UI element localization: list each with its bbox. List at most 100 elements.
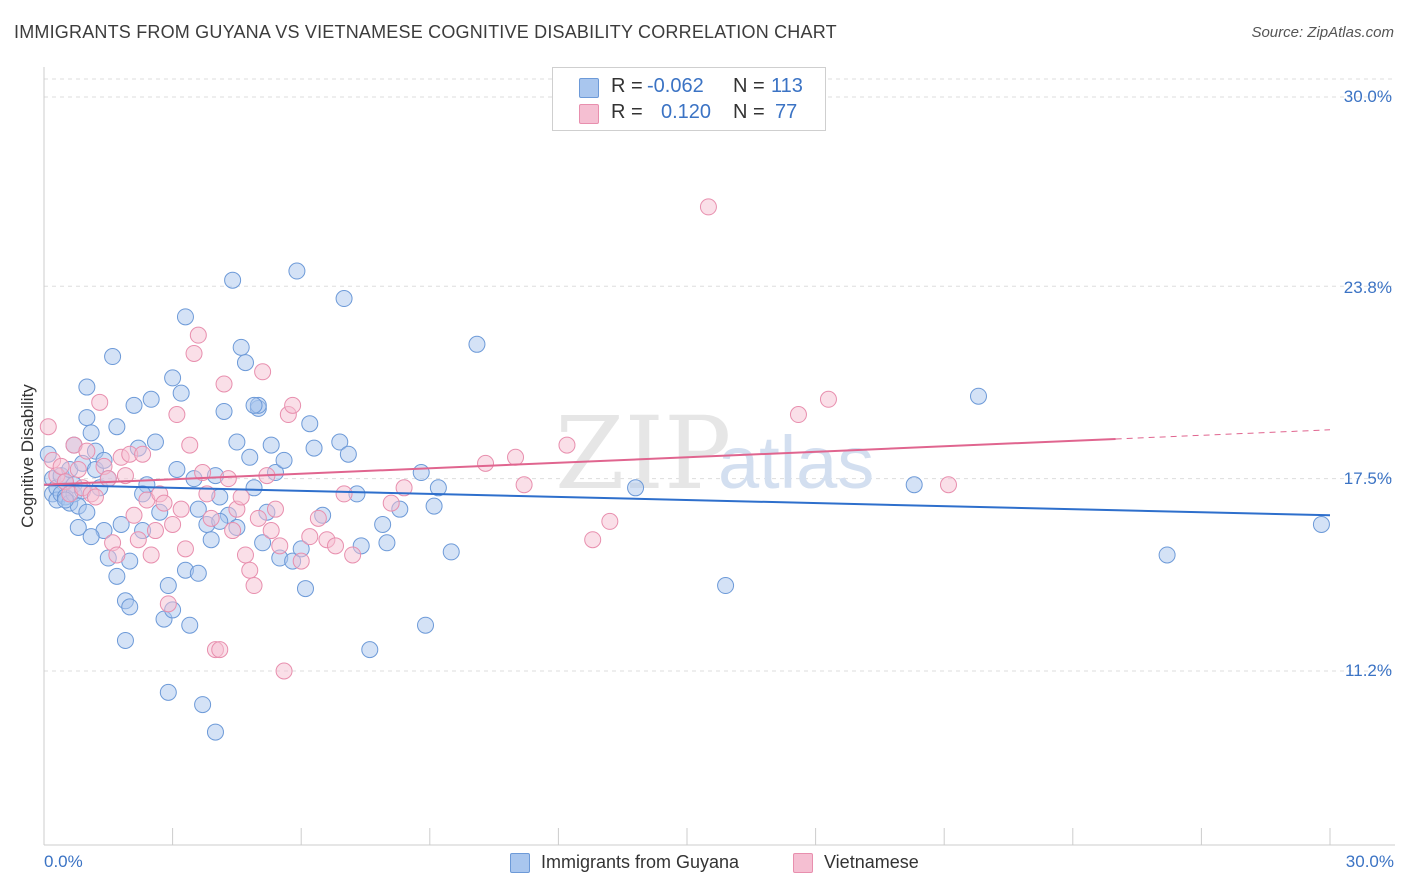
data-point-vietnamese	[271, 537, 289, 555]
legend-r-label: R =	[611, 75, 643, 97]
data-point-guyana	[245, 396, 263, 414]
bottom-legend-vietnamese: Vietnamese	[824, 852, 919, 872]
data-point-guyana	[159, 683, 177, 701]
source-label: Source: ZipAtlas.com	[1251, 24, 1394, 41]
data-point-guyana	[241, 448, 259, 466]
data-point-vietnamese	[99, 470, 117, 488]
data-point-guyana	[168, 460, 186, 478]
data-point-guyana	[125, 396, 143, 414]
data-point-vietnamese	[134, 445, 152, 463]
data-point-vietnamese	[601, 512, 619, 530]
data-point-guyana	[202, 531, 220, 549]
data-point-guyana	[172, 384, 190, 402]
data-point-guyana	[108, 567, 126, 585]
data-point-vietnamese	[69, 460, 87, 478]
data-point-guyana	[331, 433, 349, 451]
data-point-guyana	[78, 409, 96, 427]
data-point-vietnamese	[309, 509, 327, 527]
data-point-guyana	[189, 500, 207, 518]
data-point-vietnamese	[125, 506, 143, 524]
data-point-vietnamese	[515, 476, 533, 494]
data-point-vietnamese	[241, 561, 259, 579]
data-point-vietnamese	[211, 641, 229, 659]
data-point-guyana	[288, 262, 306, 280]
data-point-vietnamese	[236, 546, 254, 564]
data-point-guyana	[146, 433, 164, 451]
data-point-guyana	[104, 348, 122, 366]
chart-title: IMMIGRANTS FROM GUYANA VS VIETNAMESE COG…	[14, 22, 837, 42]
data-point-vietnamese	[189, 326, 207, 344]
data-point-guyana	[194, 696, 212, 714]
data-point-guyana	[112, 515, 130, 533]
data-point-vietnamese	[172, 500, 190, 518]
data-point-guyana	[296, 580, 314, 598]
data-point-guyana	[969, 387, 987, 405]
data-point-guyana	[69, 519, 87, 536]
legend-box: R = -0.062 N = 113 R = 0.120 N = 77	[552, 67, 826, 131]
trend-line-guyana	[43, 483, 1331, 517]
data-point-guyana	[228, 433, 246, 451]
data-point-guyana	[417, 616, 435, 634]
data-point-guyana	[224, 271, 242, 289]
data-point-vietnamese	[292, 552, 310, 570]
data-point-guyana	[121, 598, 139, 616]
data-point-vietnamese	[52, 457, 70, 475]
trend-line-vietnamese	[43, 437, 1116, 486]
legend-swatch-blue	[579, 78, 599, 98]
data-point-guyana	[78, 503, 96, 521]
data-point-guyana	[335, 290, 353, 308]
legend-n-value: 113	[771, 75, 803, 97]
legend-swatch-pink	[579, 104, 599, 124]
data-point-vietnamese	[159, 595, 177, 613]
data-point-vietnamese	[219, 470, 237, 488]
data-point-vietnamese	[176, 540, 194, 558]
data-point-vietnamese	[284, 396, 302, 414]
data-point-guyana	[176, 308, 194, 326]
data-point-guyana	[142, 390, 160, 408]
data-point-vietnamese	[699, 198, 717, 216]
data-point-guyana	[301, 415, 319, 433]
data-point-guyana	[236, 354, 254, 372]
data-point-guyana	[262, 436, 280, 454]
data-point-vietnamese	[395, 479, 413, 497]
data-point-vietnamese	[129, 531, 147, 549]
data-point-vietnamese	[146, 522, 164, 540]
data-point-guyana	[159, 577, 177, 595]
legend-row-vietnamese: R = 0.120 N = 77	[553, 101, 825, 127]
data-point-guyana	[468, 335, 486, 353]
data-point-vietnamese	[202, 509, 220, 527]
data-point-vietnamese	[335, 485, 353, 503]
data-point-vietnamese	[584, 531, 602, 549]
y-tick-label: 30.0%	[1343, 87, 1392, 106]
data-point-vietnamese	[344, 546, 362, 564]
data-point-guyana	[361, 641, 379, 659]
legend-r-value: 0.120	[661, 101, 712, 123]
data-point-vietnamese	[181, 436, 199, 454]
data-point-vietnamese	[194, 464, 212, 482]
x-axis-ticks	[43, 828, 1331, 845]
data-point-vietnamese	[185, 344, 203, 362]
data-point-guyana	[717, 577, 735, 595]
data-point-guyana	[232, 338, 250, 356]
data-point-vietnamese	[142, 546, 160, 564]
bottom-legend-swatch-blue	[510, 853, 530, 873]
data-point-guyana	[108, 418, 126, 436]
data-point-vietnamese	[249, 509, 267, 527]
data-point-vietnamese	[254, 363, 272, 381]
data-point-guyana	[206, 723, 224, 741]
data-point-guyana	[627, 479, 645, 497]
data-point-vietnamese	[39, 418, 57, 436]
data-point-guyana	[374, 515, 392, 533]
data-point-vietnamese	[86, 488, 104, 506]
x-tick-label: 30.0%	[1345, 852, 1394, 871]
data-point-vietnamese	[245, 577, 263, 595]
watermark: ZIP atlas	[555, 395, 874, 512]
data-point-vietnamese	[507, 448, 525, 466]
y-tick-label: 11.2%	[1345, 661, 1392, 680]
legend-n-value: 77	[775, 101, 798, 123]
y-tick-label: 17.5%	[1343, 469, 1392, 488]
legend-r-label: R =	[611, 101, 643, 123]
data-point-vietnamese	[78, 442, 96, 460]
data-point-vietnamese	[558, 436, 576, 454]
